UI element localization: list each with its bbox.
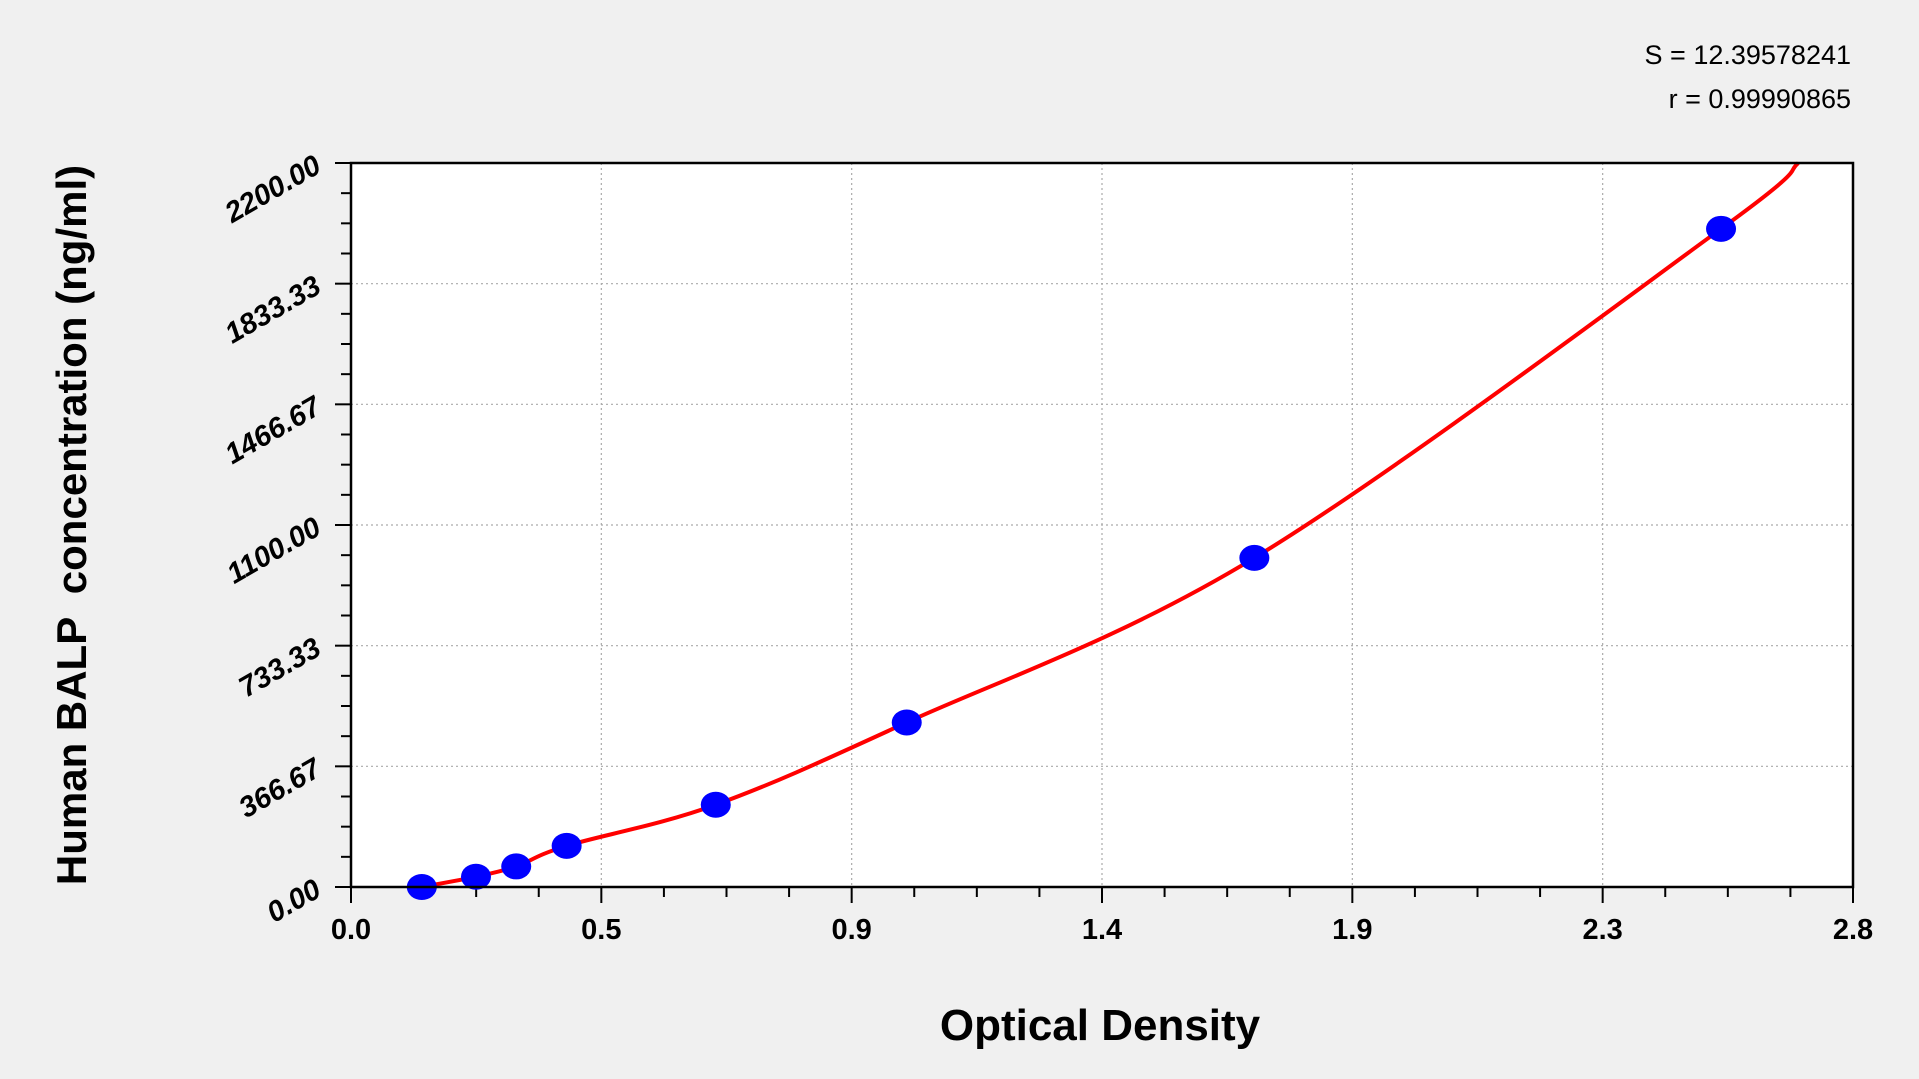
- y-tick-label: 1466.67: [220, 390, 328, 471]
- x-tick-label: 0.5: [581, 914, 621, 946]
- x-tick-label: 0.0: [331, 914, 371, 946]
- data-point: [551, 832, 582, 859]
- x-tick-label: 0.9: [832, 914, 872, 946]
- s-statistic: S = 12.39578241: [1644, 40, 1851, 70]
- data-point: [1239, 544, 1270, 571]
- y-tick-label: 1833.33: [220, 270, 327, 350]
- y-tick-label: 0.00: [262, 873, 327, 929]
- x-axis-label: Optical Density: [940, 1001, 1261, 1050]
- y-tick-label: 733.33: [234, 632, 327, 704]
- data-point: [891, 709, 922, 736]
- x-tick-label: 1.4: [1082, 914, 1122, 946]
- x-tick-label: 2.3: [1583, 914, 1623, 946]
- x-tick-labels: 0.0 0.5 0.9 1.4 1.9 2.3 2.8: [331, 914, 1873, 946]
- y-tick-label: 1100.00: [222, 511, 327, 590]
- data-point: [501, 853, 532, 880]
- grid-lines: [351, 163, 1853, 887]
- data-point: [700, 791, 731, 818]
- y-tick-label: 366.67: [234, 752, 328, 825]
- data-point: [460, 863, 491, 890]
- x-tick-label: 1.9: [1332, 914, 1372, 946]
- plot-frame: [349, 161, 1855, 889]
- data-points: [406, 215, 1737, 900]
- x-tick-label: 2.8: [1833, 914, 1873, 946]
- data-point: [1706, 215, 1737, 242]
- y-axis-label: Human BALP concentration (ng/ml): [48, 165, 95, 885]
- y-tick-label: 2200.00: [219, 149, 327, 230]
- r-statistic: r = 0.99990865: [1668, 84, 1851, 114]
- y-tick-labels: 0.00 366.67 733.33 1100.00 1466.67 1833.33 220…: [219, 149, 328, 929]
